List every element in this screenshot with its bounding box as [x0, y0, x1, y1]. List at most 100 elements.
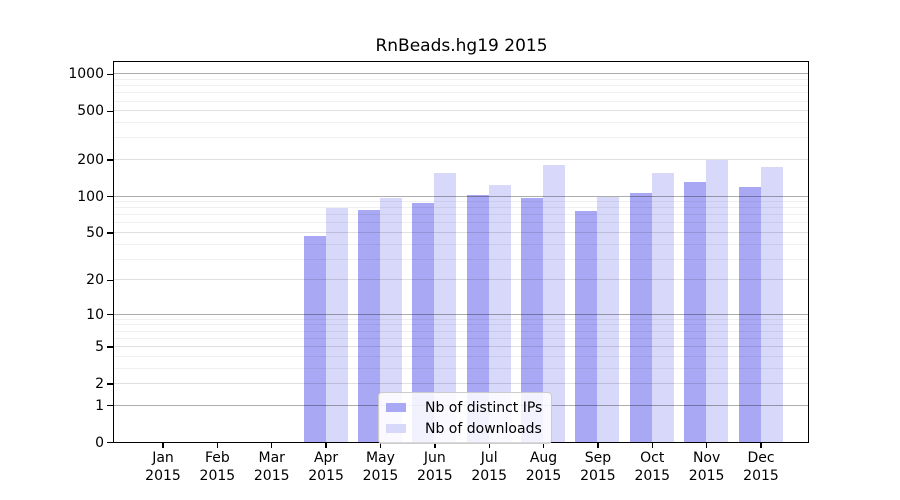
legend-swatch-distinct-ips — [386, 403, 406, 412]
gridline-minor — [114, 330, 808, 332]
y-tick-mark — [107, 441, 114, 444]
legend-item-downloads: Nb of downloads — [386, 418, 542, 439]
legend-label-downloads: Nb of downloads — [425, 420, 542, 437]
gridline-minor — [114, 258, 808, 260]
y-tick-label: 1 — [95, 397, 104, 414]
x-tick-label: Mar 2015 — [253, 450, 290, 484]
gridline-minor — [114, 122, 808, 124]
gridline-minor — [114, 367, 808, 369]
gridline-minor — [114, 222, 808, 224]
x-tick-label: Oct 2015 — [634, 450, 671, 484]
x-tick-mark — [760, 442, 762, 448]
y-tick-mark — [107, 232, 114, 234]
gridline-minor — [114, 92, 808, 94]
gridline — [114, 313, 808, 315]
gridline — [114, 382, 808, 384]
bar-downloads — [379, 197, 402, 442]
x-tick-label: Jul 2015 — [471, 450, 507, 484]
bar-downloads — [706, 159, 729, 442]
y-tick-label: 1000 — [68, 66, 104, 83]
bar-distinct-ips — [357, 209, 380, 442]
y-tick-label: 50 — [86, 224, 104, 241]
bar-distinct-ips — [521, 198, 544, 442]
gridline-minor — [114, 201, 808, 203]
y-tick-mark — [107, 195, 114, 198]
y-tick-label: 100 — [77, 188, 104, 205]
gridline — [114, 73, 808, 75]
y-tick-label: 0 — [95, 434, 104, 451]
y-tick-mark — [107, 110, 114, 112]
bar-downloads — [434, 172, 457, 442]
x-tick-mark — [542, 442, 545, 448]
x-tick-label: Jan 2015 — [145, 450, 181, 484]
x-tick-mark — [325, 442, 327, 448]
y-tick-label: 500 — [77, 103, 104, 120]
x-tick-mark — [488, 442, 490, 448]
bar-downloads — [760, 167, 783, 442]
legend-label-distinct-ips: Nb of distinct IPs — [425, 399, 543, 416]
legend-swatch-downloads — [386, 424, 406, 433]
x-tick-mark — [434, 442, 436, 448]
grid-layer — [114, 62, 808, 442]
y-tick-mark — [107, 346, 114, 348]
x-tick-label: Nov 2015 — [688, 450, 725, 484]
x-tick-label: Apr 2015 — [308, 450, 344, 484]
gridline-minor — [114, 324, 808, 326]
x-tick-label: Dec 2015 — [743, 450, 779, 484]
x-tick-mark — [216, 442, 219, 448]
gridline — [114, 158, 808, 160]
gridline — [114, 110, 808, 112]
y-tick-label: 2 — [95, 375, 104, 392]
gridline-minor — [114, 85, 808, 87]
bar-distinct-ips — [575, 211, 598, 442]
x-tick-label: Aug 2015 — [525, 450, 562, 484]
gridline — [114, 279, 808, 281]
x-tick-mark — [379, 442, 382, 448]
x-tick-mark — [271, 442, 273, 448]
y-tick-mark — [107, 404, 114, 407]
gridline — [114, 346, 808, 348]
y-tick-mark — [107, 383, 114, 385]
bar-distinct-ips — [412, 203, 435, 442]
gridline-minor — [114, 137, 808, 139]
bar-downloads — [543, 165, 566, 442]
gridline-minor — [114, 355, 808, 357]
gridline — [114, 195, 808, 197]
gridline-minor — [114, 78, 808, 80]
gridline-minor — [114, 243, 808, 245]
gridline-minor — [114, 337, 808, 339]
x-tick-mark — [706, 442, 708, 448]
x-tick-label: Feb 2015 — [199, 450, 236, 484]
bar-distinct-ips — [629, 193, 652, 442]
bar-downloads — [325, 207, 348, 442]
legend: Nb of distinct IPs Nb of downloads — [378, 392, 553, 444]
bar-distinct-ips — [684, 182, 707, 442]
x-tick-label: Sep 2015 — [580, 450, 616, 484]
x-tick-mark — [597, 442, 599, 448]
y-tick-label: 200 — [77, 151, 104, 168]
y-tick-mark — [107, 279, 114, 281]
x-tick-label: May 2015 — [362, 450, 399, 484]
gridline-minor — [114, 207, 808, 209]
bar-downloads — [488, 184, 511, 442]
bar-distinct-ips — [303, 235, 326, 442]
bar-distinct-ips — [466, 195, 489, 442]
y-tick-mark — [107, 159, 114, 161]
legend-item-distinct-ips: Nb of distinct IPs — [386, 397, 542, 418]
gridline-minor — [114, 318, 808, 320]
plot-area — [113, 61, 809, 443]
bar-downloads — [651, 173, 674, 442]
y-tick-label: 10 — [86, 306, 104, 323]
y-tick-mark — [107, 314, 114, 316]
gridline-minor — [114, 100, 808, 102]
gridline — [114, 231, 808, 233]
x-tick-mark — [162, 442, 164, 448]
bar-distinct-ips — [738, 186, 761, 442]
gridline-minor — [114, 214, 808, 216]
x-tick-label: Jun 2015 — [416, 450, 453, 484]
bars-layer — [114, 62, 808, 442]
chart-title: RnBeads.hg19 2015 — [375, 36, 548, 56]
y-tick-label: 20 — [86, 272, 104, 289]
x-tick-mark — [651, 442, 653, 448]
